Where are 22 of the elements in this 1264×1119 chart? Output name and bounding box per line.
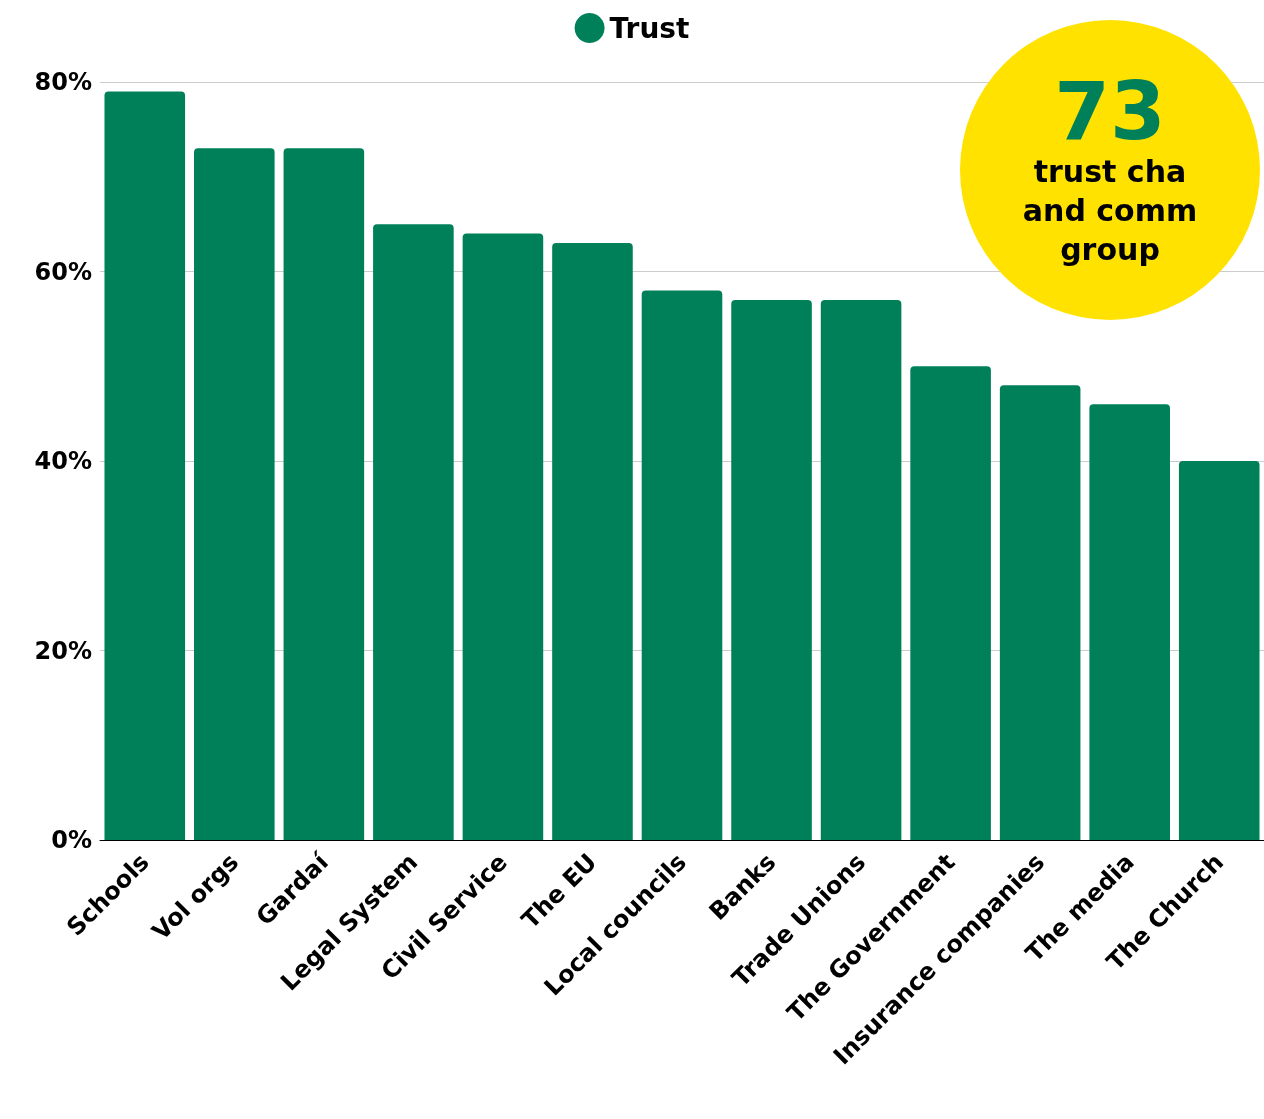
bar bbox=[641, 290, 723, 840]
bar bbox=[910, 366, 991, 840]
x-tick-label: The EU bbox=[516, 848, 603, 935]
annotation: group bbox=[1060, 230, 1160, 269]
bar bbox=[194, 148, 275, 840]
bar bbox=[1089, 404, 1170, 840]
bar bbox=[373, 224, 454, 840]
y-tick-label: 80% bbox=[34, 68, 92, 96]
annotation: and comm bbox=[1022, 191, 1198, 230]
bar bbox=[462, 233, 544, 840]
bar bbox=[999, 385, 1081, 840]
bar bbox=[552, 243, 633, 840]
y-tick-label: 60% bbox=[34, 257, 92, 286]
bar bbox=[283, 148, 365, 840]
legend-label: Trust bbox=[609, 11, 690, 45]
y-tick-label: 0% bbox=[51, 826, 92, 854]
bar bbox=[1178, 461, 1260, 840]
y-tick-label: 20% bbox=[34, 636, 92, 665]
bar bbox=[731, 299, 812, 840]
y-tick-label: 40% bbox=[34, 447, 92, 475]
bar bbox=[820, 299, 902, 840]
bar bbox=[104, 91, 186, 840]
